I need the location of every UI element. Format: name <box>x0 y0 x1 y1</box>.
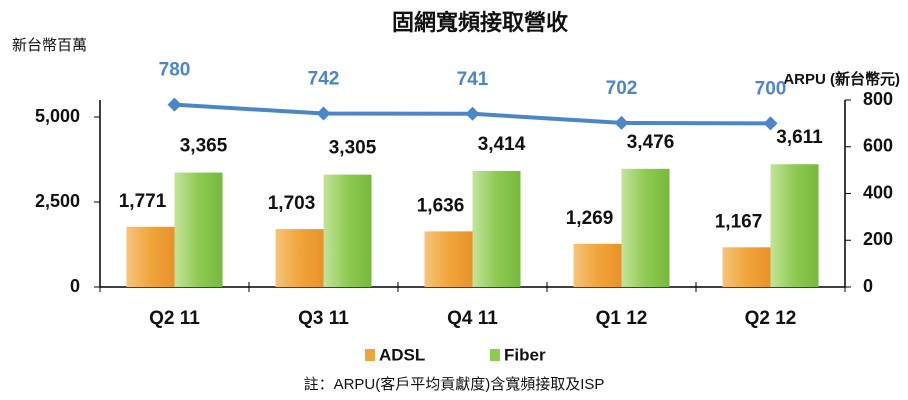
bar <box>126 226 175 287</box>
chart-title: 固網寬頻接取營收 <box>392 10 568 35</box>
y2-tick-label: 600 <box>863 136 893 156</box>
y-axis-label: 新台幣百萬 <box>12 37 87 54</box>
bar <box>424 231 473 287</box>
data-label: 780 <box>159 60 191 81</box>
y-tick-label: 2,500 <box>35 191 80 211</box>
data-label: 3,611 <box>776 127 823 148</box>
legend-swatch <box>365 349 375 361</box>
data-label: 700 <box>755 78 787 99</box>
y2-tick-label: 400 <box>863 182 893 202</box>
legend-label: ADSL <box>379 345 425 364</box>
bar <box>573 243 622 287</box>
bar <box>174 172 223 287</box>
data-label: 1,771 <box>119 191 167 212</box>
line-marker <box>316 106 331 121</box>
data-label: 3,305 <box>329 138 377 159</box>
x-tick-label: Q4 11 <box>447 308 498 329</box>
data-label: 1,703 <box>268 193 316 214</box>
data-label: 702 <box>606 78 638 99</box>
data-label: 3,414 <box>478 134 526 155</box>
line-marker <box>763 116 778 131</box>
bar <box>472 170 521 287</box>
bar <box>323 174 372 287</box>
legend-label: Fiber <box>504 345 546 364</box>
data-label: 741 <box>457 69 489 90</box>
data-label: 3,476 <box>627 132 675 153</box>
line-marker <box>465 106 480 121</box>
data-label: 1,269 <box>566 208 614 229</box>
y2-tick-label: 200 <box>863 229 893 249</box>
bar <box>770 164 819 287</box>
x-tick-label: Q2 11 <box>149 308 200 329</box>
data-label: 1,167 <box>715 211 763 232</box>
y2-axis-label: ARPU (新台幣元) <box>783 70 900 88</box>
bar <box>275 229 324 287</box>
bar <box>722 247 771 287</box>
data-label: 3,365 <box>180 136 228 157</box>
y-tick-label: 5,000 <box>35 106 80 126</box>
x-tick-label: Q2 12 <box>745 308 797 329</box>
bar <box>621 168 670 287</box>
y2-tick-label: 800 <box>863 89 893 109</box>
data-label: 742 <box>308 69 340 90</box>
legend-swatch <box>490 349 500 361</box>
line-marker <box>167 97 182 112</box>
y-tick-label: 0 <box>70 276 80 296</box>
x-tick-label: Q3 11 <box>298 308 349 329</box>
data-label: 1,636 <box>417 195 465 216</box>
x-tick-label: Q1 12 <box>596 308 648 329</box>
footnote: 註：ARPU(客戶平均貢獻度)含寬頻接取及ISP <box>304 375 605 393</box>
line-marker <box>614 115 629 130</box>
y2-tick-label: 0 <box>863 276 873 296</box>
